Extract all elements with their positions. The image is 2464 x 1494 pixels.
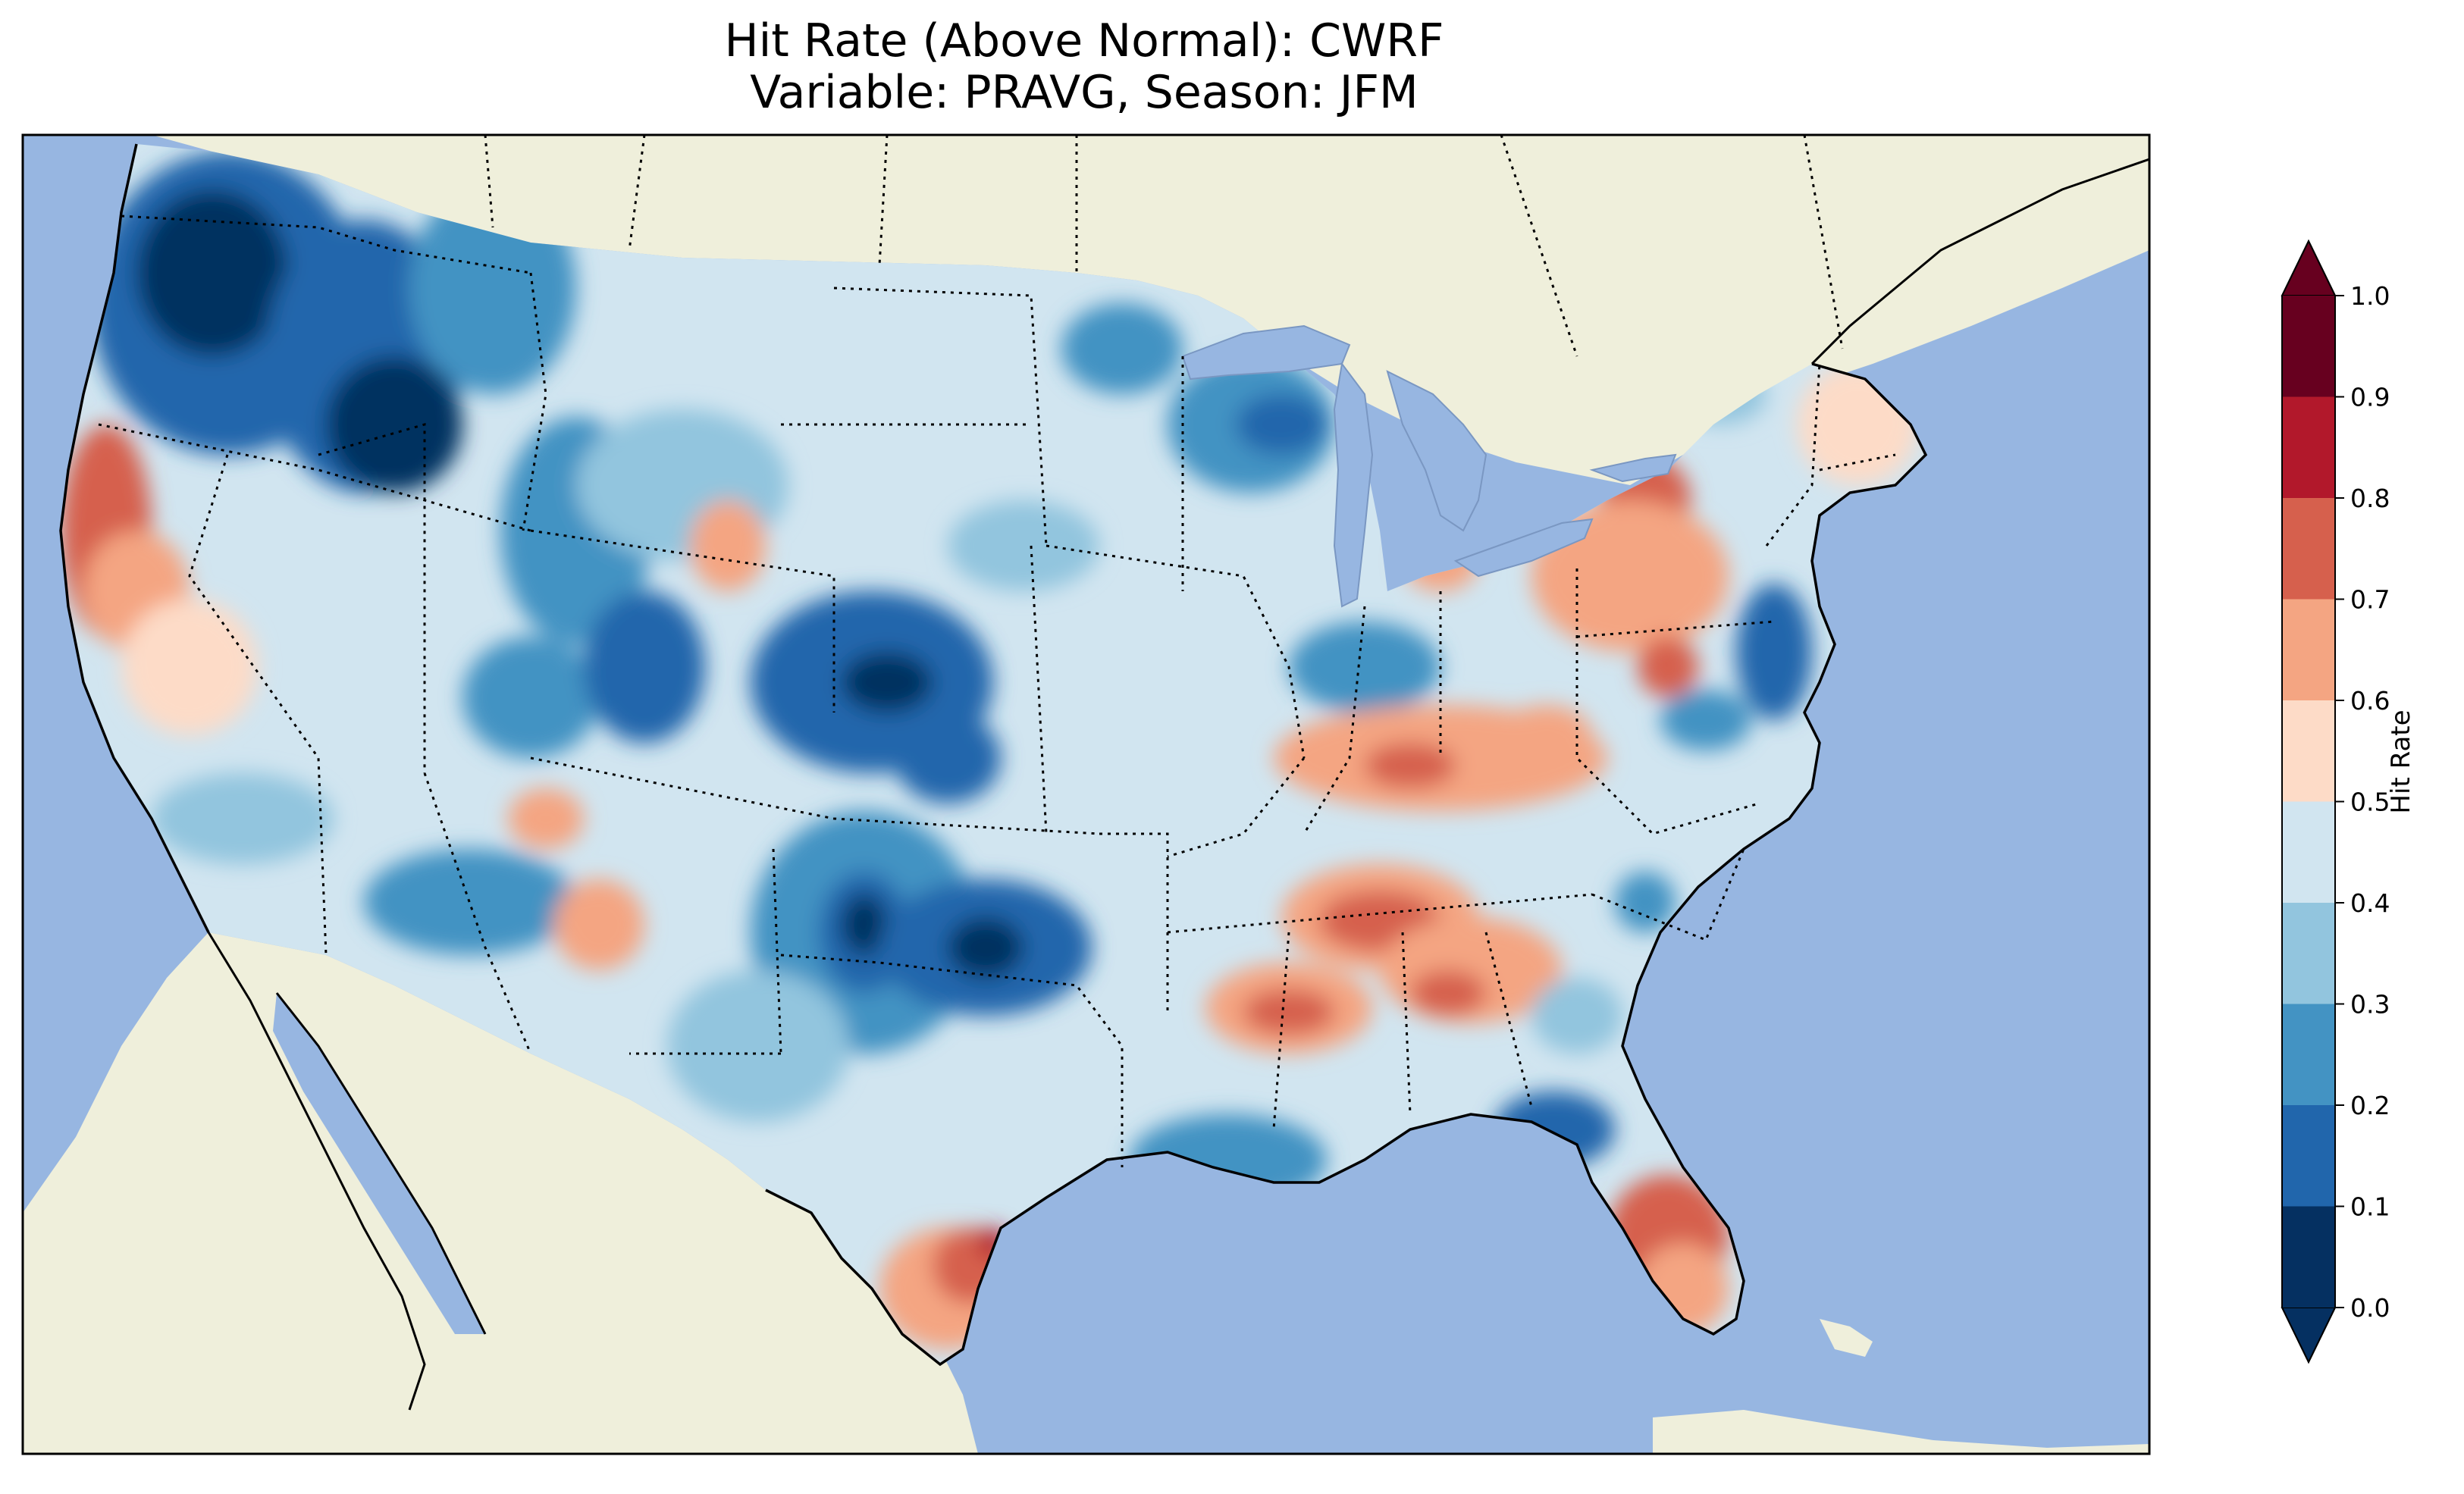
colorbar-segment bbox=[2282, 903, 2335, 1004]
colorbar-segment bbox=[2282, 1206, 2335, 1308]
colorbar-segment bbox=[2282, 498, 2335, 600]
colorbar-label: Hit Rate bbox=[2386, 709, 2416, 813]
chart-title-line-2: Variable: PRAVG, Season: JFM bbox=[750, 66, 1419, 119]
colorbar-segment bbox=[2282, 801, 2335, 903]
colorbar-tick-label: 0.8 bbox=[2350, 484, 2390, 513]
colorbar-tick-label: 1.0 bbox=[2350, 281, 2390, 311]
yucatan-tip bbox=[1653, 1410, 2149, 1454]
baja-peninsula bbox=[201, 932, 425, 1410]
colorbar-segment bbox=[2282, 700, 2335, 802]
colorbar-tick-label: 0.4 bbox=[2350, 888, 2390, 918]
colorbar-tick-label: 0.6 bbox=[2350, 686, 2390, 716]
colorbar-tick-label: 0.5 bbox=[2350, 788, 2390, 817]
colorbar-tick-label: 0.9 bbox=[2350, 383, 2390, 412]
colorbar-segment bbox=[2282, 296, 2335, 397]
colorbar-tick-label: 0.1 bbox=[2350, 1192, 2390, 1222]
colorbar-extend-over bbox=[2281, 239, 2337, 296]
colorbar-tick-label: 0.3 bbox=[2350, 990, 2390, 1019]
gulf-of-california bbox=[273, 993, 485, 1334]
colorbar-segment bbox=[2282, 599, 2335, 700]
province-borders bbox=[484, 135, 1844, 357]
colorbar: 0.0 0.1 0.2 0.3 0.4 0.5 0.6 0.7 0.8 0.9 1.0 bbox=[2281, 239, 2390, 1364]
colorbar-segment bbox=[2282, 1105, 2335, 1207]
cuba-island bbox=[1820, 1319, 1873, 1357]
canada-coastline bbox=[1810, 158, 2149, 365]
colorbar-segment bbox=[2282, 396, 2335, 498]
colorbar-tick-label: 0.7 bbox=[2350, 585, 2390, 615]
canada-landmass bbox=[152, 135, 2149, 485]
colorbar-segment bbox=[2282, 1004, 2335, 1105]
chart-title-line-1: Hit Rate (Above Normal): CWRF bbox=[724, 14, 1444, 67]
state-borders bbox=[98, 215, 1896, 1167]
us-coastline bbox=[59, 143, 1928, 1367]
maritimes-landmass bbox=[1956, 174, 2149, 280]
great-lakes bbox=[1181, 324, 1677, 608]
hit-rate-field bbox=[61, 152, 1918, 1349]
colorbar-tick-label: 0.2 bbox=[2350, 1091, 2390, 1120]
colorbar-extend-under bbox=[2281, 1307, 2337, 1364]
baja-coastline bbox=[207, 932, 487, 1411]
colorbar-tick-label: 0.0 bbox=[2350, 1293, 2390, 1323]
map-frame bbox=[21, 133, 2151, 1455]
